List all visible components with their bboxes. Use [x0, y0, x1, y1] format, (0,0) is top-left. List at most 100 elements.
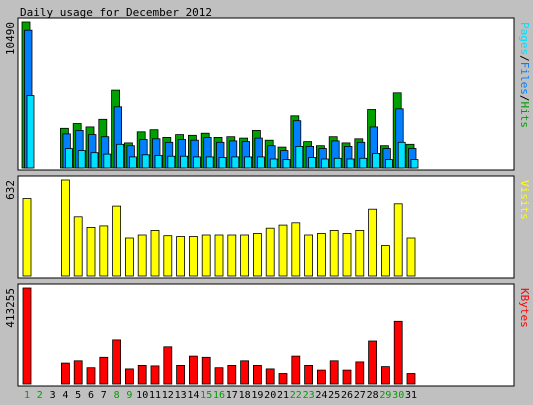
bar-pages-day-26 [346, 158, 355, 169]
panel-top-series-label: Pages/Files/Hits [518, 22, 531, 128]
series-label-part: / [518, 95, 531, 102]
bar-visits-day-17 [227, 234, 237, 277]
bar-pages-day-14 [192, 156, 201, 169]
bar-pages-day-7 [103, 153, 112, 169]
bar-visits-day-19 [252, 233, 262, 277]
bar-visits-day-30 [393, 203, 403, 277]
bar-visits-day-13 [176, 236, 186, 277]
series-label-part: Pages [518, 22, 531, 55]
bar-pages-day-21 [282, 159, 291, 169]
bar-kbytes-day-31 [406, 373, 416, 385]
x-tick-label: 24 [315, 390, 327, 401]
bar-pages-day-11 [154, 155, 163, 169]
series-label-part: Visits [518, 180, 531, 220]
x-tick-label: 23 [303, 390, 315, 401]
series-label-part: Files [518, 62, 531, 95]
x-tick-label: 21 [277, 390, 289, 401]
x-tick-label: 15 [200, 390, 212, 401]
panel-bottom: 413255 KBytes [4, 283, 531, 387]
bar-kbytes-day-8 [112, 339, 121, 385]
bar-kbytes-day-20 [265, 368, 275, 385]
x-tick-label: 5 [75, 390, 81, 401]
bar-visits-day-14 [188, 236, 198, 277]
x-tick-label: 14 [187, 390, 199, 401]
x-tick-label: 11 [149, 390, 161, 401]
bar-visits-day-1 [22, 198, 32, 277]
bar-pages-day-27 [359, 157, 368, 169]
bar-kbytes-day-28 [368, 340, 378, 385]
bar-visits-day-28 [368, 208, 378, 277]
bar-visits-day-6 [86, 226, 96, 277]
bar-visits-day-25 [329, 229, 339, 277]
bar-pages-day-10 [141, 154, 150, 169]
bar-pages-day-28 [372, 152, 381, 169]
x-tick-label: 2 [37, 390, 43, 401]
x-tick-label: 31 [405, 390, 417, 401]
bar-visits-day-22 [291, 222, 301, 277]
bar-visits-day-11 [150, 229, 160, 277]
bar-kbytes-day-1 [22, 287, 32, 385]
bar-kbytes-day-6 [86, 367, 96, 385]
bar-kbytes-day-7 [99, 356, 109, 385]
bar-visits-day-7 [99, 225, 109, 277]
bar-pages-day-22 [295, 145, 304, 169]
x-tick-label: 17 [226, 390, 238, 401]
bar-visits-day-5 [73, 216, 83, 277]
x-tick-label: 30 [392, 390, 404, 401]
bar-visits-day-23 [304, 234, 314, 277]
bar-pages-day-20 [269, 158, 278, 169]
x-tick-label: 20 [264, 390, 276, 401]
chart-title: Daily usage for December 2012 [20, 6, 212, 19]
bar-kbytes-day-27 [355, 361, 365, 385]
x-tick-label: 26 [341, 390, 353, 401]
bar-pages-day-1 [26, 95, 35, 169]
x-tick-label: 10 [136, 390, 148, 401]
bar-visits-day-27 [355, 229, 365, 277]
bar-kbytes-day-24 [316, 369, 326, 385]
bar-kbytes-day-29 [380, 366, 390, 385]
bar-kbytes-day-15 [201, 356, 211, 385]
x-tick-label: 28 [367, 390, 379, 401]
bar-pages-day-15 [205, 156, 214, 169]
bar-visits-day-16 [214, 234, 224, 277]
x-tick-label: 22 [290, 390, 302, 401]
bar-visits-day-20 [265, 227, 275, 277]
bar-kbytes-day-17 [227, 364, 237, 385]
x-tick-label: 1 [24, 390, 30, 401]
bar-pages-day-25 [333, 157, 342, 169]
bar-pages-day-16 [218, 157, 227, 169]
bar-kbytes-day-4 [61, 362, 70, 385]
x-tick-label: 4 [62, 390, 68, 401]
bar-visits-day-24 [316, 233, 326, 277]
bar-pages-day-30 [397, 141, 406, 169]
x-tick-label: 18 [239, 390, 251, 401]
x-tick-label: 19 [251, 390, 263, 401]
bar-visits-day-10 [137, 234, 147, 277]
bar-visits-day-26 [342, 233, 352, 277]
bar-kbytes-day-9 [125, 368, 134, 385]
x-tick-label: 25 [328, 390, 340, 401]
x-tick-label: 16 [213, 390, 225, 401]
bar-pages-day-12 [167, 155, 176, 169]
bar-kbytes-day-22 [291, 355, 301, 385]
x-tick-label: 3 [50, 390, 56, 401]
bar-pages-day-23 [308, 157, 317, 169]
bar-pages-day-13 [180, 155, 189, 169]
x-tick-label: 12 [162, 390, 174, 401]
x-tick-label: 9 [126, 390, 132, 401]
bar-pages-day-17 [231, 156, 240, 169]
x-axis-day-labels: 1 2 3 4 5 6 7 8 9 10 11 12 13 14 15 16 17 18 19 20 21 22 23 24 2… [24, 390, 417, 401]
panel-top: 10490 Pages/Files/Hits [4, 17, 531, 171]
panel-bottom-series-label: KBytes [518, 288, 531, 328]
bar-pages-day-5 [77, 150, 86, 169]
bar-kbytes-day-14 [188, 355, 198, 385]
bar-pages-day-4 [65, 148, 73, 169]
bar-kbytes-day-13 [176, 364, 186, 385]
series-label-part: Hits [518, 102, 531, 129]
x-tick-label: 8 [114, 390, 120, 401]
bar-kbytes-day-18 [240, 360, 250, 385]
bar-kbytes-day-11 [150, 365, 160, 385]
bar-kbytes-day-12 [163, 346, 173, 385]
